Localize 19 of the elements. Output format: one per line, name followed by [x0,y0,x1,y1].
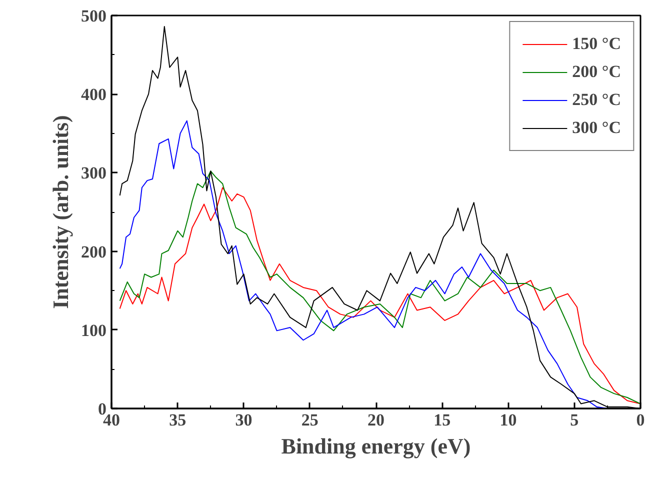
x-tick-label: 0 [636,410,645,430]
legend-label: 150 °C [572,34,621,54]
x-tick-label: 20 [368,410,384,430]
x-tick-label: 30 [235,410,252,430]
x-tick-label: 35 [169,410,186,430]
legend-label: 200 °C [572,62,621,82]
x-tick-label: 10 [500,410,517,430]
y-tick-label: 200 [81,242,106,262]
x-tick-label: 5 [570,410,579,430]
y-tick-label: 500 [81,6,106,26]
y-tick-label: 100 [81,320,106,340]
x-axis-title: Binding energy (eV) [281,434,471,458]
y-axis-title: Intensity (arb. units) [48,115,73,309]
x-tick-label: 15 [434,410,451,430]
y-tick-label: 400 [81,85,106,104]
y-tick-label: 300 [81,164,106,183]
x-tick-label: 25 [301,410,318,430]
legend-label: 300 °C [572,118,621,138]
legend-label: 250 °C [572,90,621,110]
